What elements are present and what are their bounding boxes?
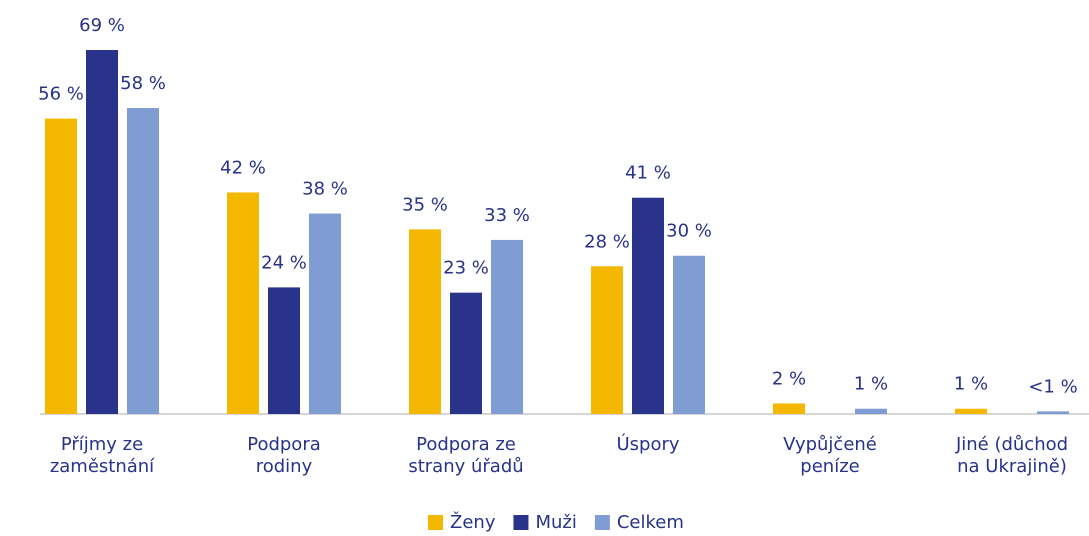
bar [773,403,805,414]
bar [45,118,77,414]
data-label: 41 % [625,163,671,184]
data-label: 28 % [584,231,630,252]
bar [1037,411,1069,414]
data-label: 1 % [854,374,888,395]
data-label: 23 % [443,258,489,279]
data-label: 38 % [302,179,348,200]
bar [591,266,623,414]
data-label: <1 % [1028,376,1077,397]
bar [268,287,300,414]
bar [227,192,259,414]
bar [855,408,887,414]
data-label: 24 % [261,252,307,273]
bar [632,197,664,414]
data-label: 42 % [220,157,266,178]
legend-label: Celkem [617,512,684,533]
legend-label: Muži [535,512,576,533]
bar [409,229,441,414]
bar [309,213,341,414]
bar [127,108,159,414]
bar [491,239,523,414]
x-tick-label: Vypůjčené peníze [783,434,877,477]
bar [955,408,987,414]
legend-swatch [594,515,610,530]
bar [673,255,705,414]
x-tick-label: Podpora ze strany úřadů [408,434,523,477]
legend-label: Ženy [450,511,496,533]
legend-swatch [513,515,529,530]
data-label: 35 % [402,194,448,215]
legend-swatch [428,515,443,530]
data-label: 33 % [484,205,530,226]
data-label: 1 % [954,374,988,395]
x-tick-label: Jiné (důchod na Ukrajině) [955,434,1068,477]
data-label: 2 % [772,368,806,389]
x-tick-label: Úspory [616,433,679,455]
bar [450,292,482,414]
x-tick-label: Podpora rodiny [247,434,321,477]
data-label: 58 % [120,73,166,94]
bar [86,50,118,414]
data-label: 30 % [666,221,712,242]
data-label: 56 % [38,84,84,105]
data-label: 69 % [79,15,125,36]
x-tick-label: Příjmy ze zaměstnání [50,434,155,477]
